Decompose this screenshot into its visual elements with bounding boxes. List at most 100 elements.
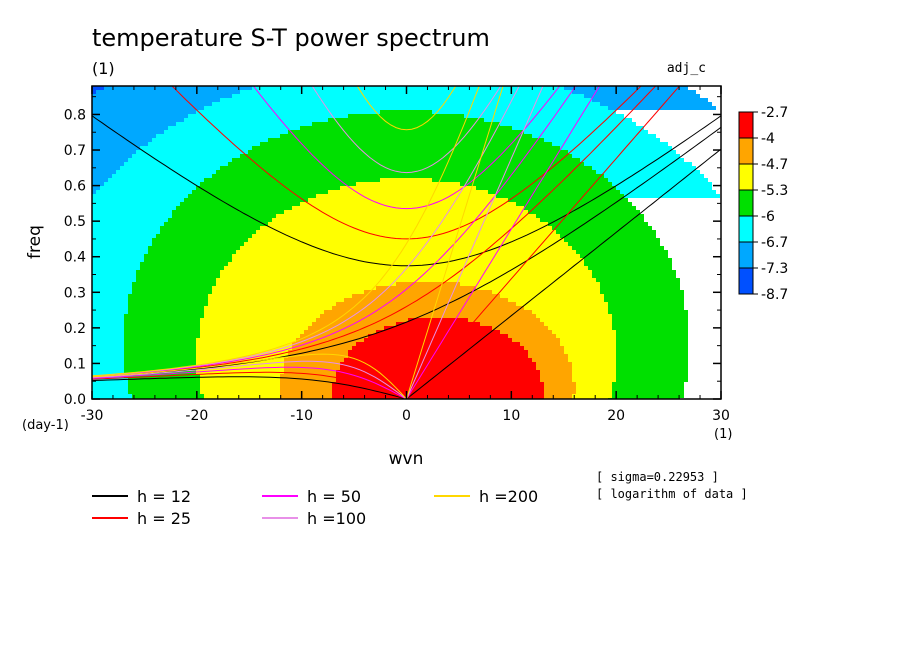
- contour-cell: [532, 358, 568, 362]
- contour-cell: [92, 226, 160, 230]
- contour-cell: [128, 378, 200, 382]
- contour-cell: [284, 358, 344, 362]
- contour-cell: [152, 138, 268, 142]
- contour-cell: [396, 282, 460, 286]
- colorbar-swatch: [738, 267, 754, 295]
- contour-cell: [580, 158, 684, 162]
- contour-cell: [164, 222, 268, 226]
- contour-cell: [460, 182, 612, 186]
- contour-cell: [376, 330, 500, 334]
- contour-cell: [548, 222, 648, 226]
- contour-cell: [576, 382, 612, 386]
- colorbar-label: -6.7: [761, 235, 788, 251]
- colorbar-label: -4: [761, 131, 775, 147]
- contour-cell: [148, 250, 236, 254]
- contour-cell: [544, 322, 612, 326]
- contour-cell: [280, 386, 332, 390]
- contour-cell: [124, 342, 196, 346]
- contour-cell: [92, 146, 140, 150]
- contour-cell: [484, 118, 632, 122]
- contour-cell: [92, 218, 168, 222]
- contour-cell: [260, 226, 552, 230]
- contour-cell: [124, 318, 200, 322]
- contour-cell: [92, 334, 124, 338]
- contour-cell: [508, 298, 604, 302]
- contour-cell: [200, 330, 304, 334]
- contour-cell: [480, 322, 544, 326]
- contour-cell: [616, 362, 688, 366]
- mrg-curve: [92, 86, 520, 377]
- plot-area: [92, 86, 721, 399]
- contour-cell: [600, 102, 712, 106]
- legend-label: h = 25: [137, 509, 191, 528]
- contour-cell: [616, 350, 688, 354]
- contour-cell: [332, 382, 544, 386]
- contour-cell: [128, 294, 208, 298]
- gravity-curve: [311, 86, 502, 174]
- contour-cell: [92, 122, 176, 126]
- kelvin-curve: [406, 86, 601, 399]
- contour-cell: [124, 362, 196, 366]
- contour-cell: [544, 386, 576, 390]
- y-tick-label: 0.7: [64, 143, 86, 159]
- y-tick-label: 0.6: [64, 179, 86, 195]
- contour-cell: [612, 394, 684, 398]
- y-axis-label: freq: [25, 225, 45, 259]
- contour-cell: [540, 378, 572, 382]
- contour-cell: [92, 266, 140, 270]
- legend-label: h = 50: [307, 487, 361, 506]
- rossby-curve: [92, 360, 407, 399]
- contour-cell: [328, 118, 484, 122]
- contour-cell: [92, 166, 120, 170]
- contour-cell: [364, 338, 512, 342]
- dispersion-curves: [92, 86, 721, 399]
- contour-cell: [156, 134, 280, 138]
- contour-cell: [92, 234, 156, 238]
- contour-cell: [140, 266, 224, 270]
- contour-cell: [364, 290, 492, 294]
- contour-cell: [196, 370, 284, 374]
- contour-fill: [92, 86, 720, 399]
- contour-cell: [492, 290, 600, 294]
- contour-cell: [200, 182, 356, 186]
- contour-cell: [536, 314, 612, 318]
- contour-cell: [616, 374, 688, 378]
- contour-cell: [92, 242, 152, 246]
- legend-label: h =200: [479, 487, 538, 506]
- contour-cell: [268, 138, 544, 142]
- contour-cell: [92, 110, 196, 114]
- contour-cell: [212, 290, 364, 294]
- contour-cell: [120, 166, 220, 170]
- contour-cell: [620, 190, 716, 194]
- contour-cell: [252, 146, 560, 150]
- contour-cell: [92, 114, 188, 118]
- contour-cell: [92, 286, 132, 290]
- contour-cell: [544, 394, 572, 398]
- contour-cell: [92, 86, 104, 90]
- x-axis-label: wvn: [389, 449, 424, 469]
- colorbar-swatch: [738, 241, 754, 269]
- y-tick-label: 0.3: [64, 285, 86, 301]
- contour-cell: [200, 386, 280, 390]
- contour-cell: [124, 346, 196, 350]
- contour-cell: [612, 182, 712, 186]
- contour-cell: [92, 354, 124, 358]
- contour-cell: [220, 274, 592, 278]
- contour-cell: [92, 306, 128, 310]
- contour-cell: [268, 222, 548, 226]
- contour-cell: [92, 382, 128, 386]
- contour-cell: [180, 202, 300, 206]
- contour-cell: [92, 214, 172, 218]
- contour-cell: [604, 294, 684, 298]
- contour-cell: [336, 374, 540, 378]
- contour-cell: [192, 190, 328, 194]
- contour-cell: [332, 386, 544, 390]
- contour-cell: [92, 358, 124, 362]
- contour-cell: [284, 210, 528, 214]
- contour-cell: [92, 258, 144, 262]
- contour-cell: [496, 194, 624, 198]
- contour-cell: [164, 130, 288, 134]
- contour-cell: [568, 354, 616, 358]
- x-tick-label: -10: [290, 408, 313, 424]
- contour-cell: [564, 238, 660, 242]
